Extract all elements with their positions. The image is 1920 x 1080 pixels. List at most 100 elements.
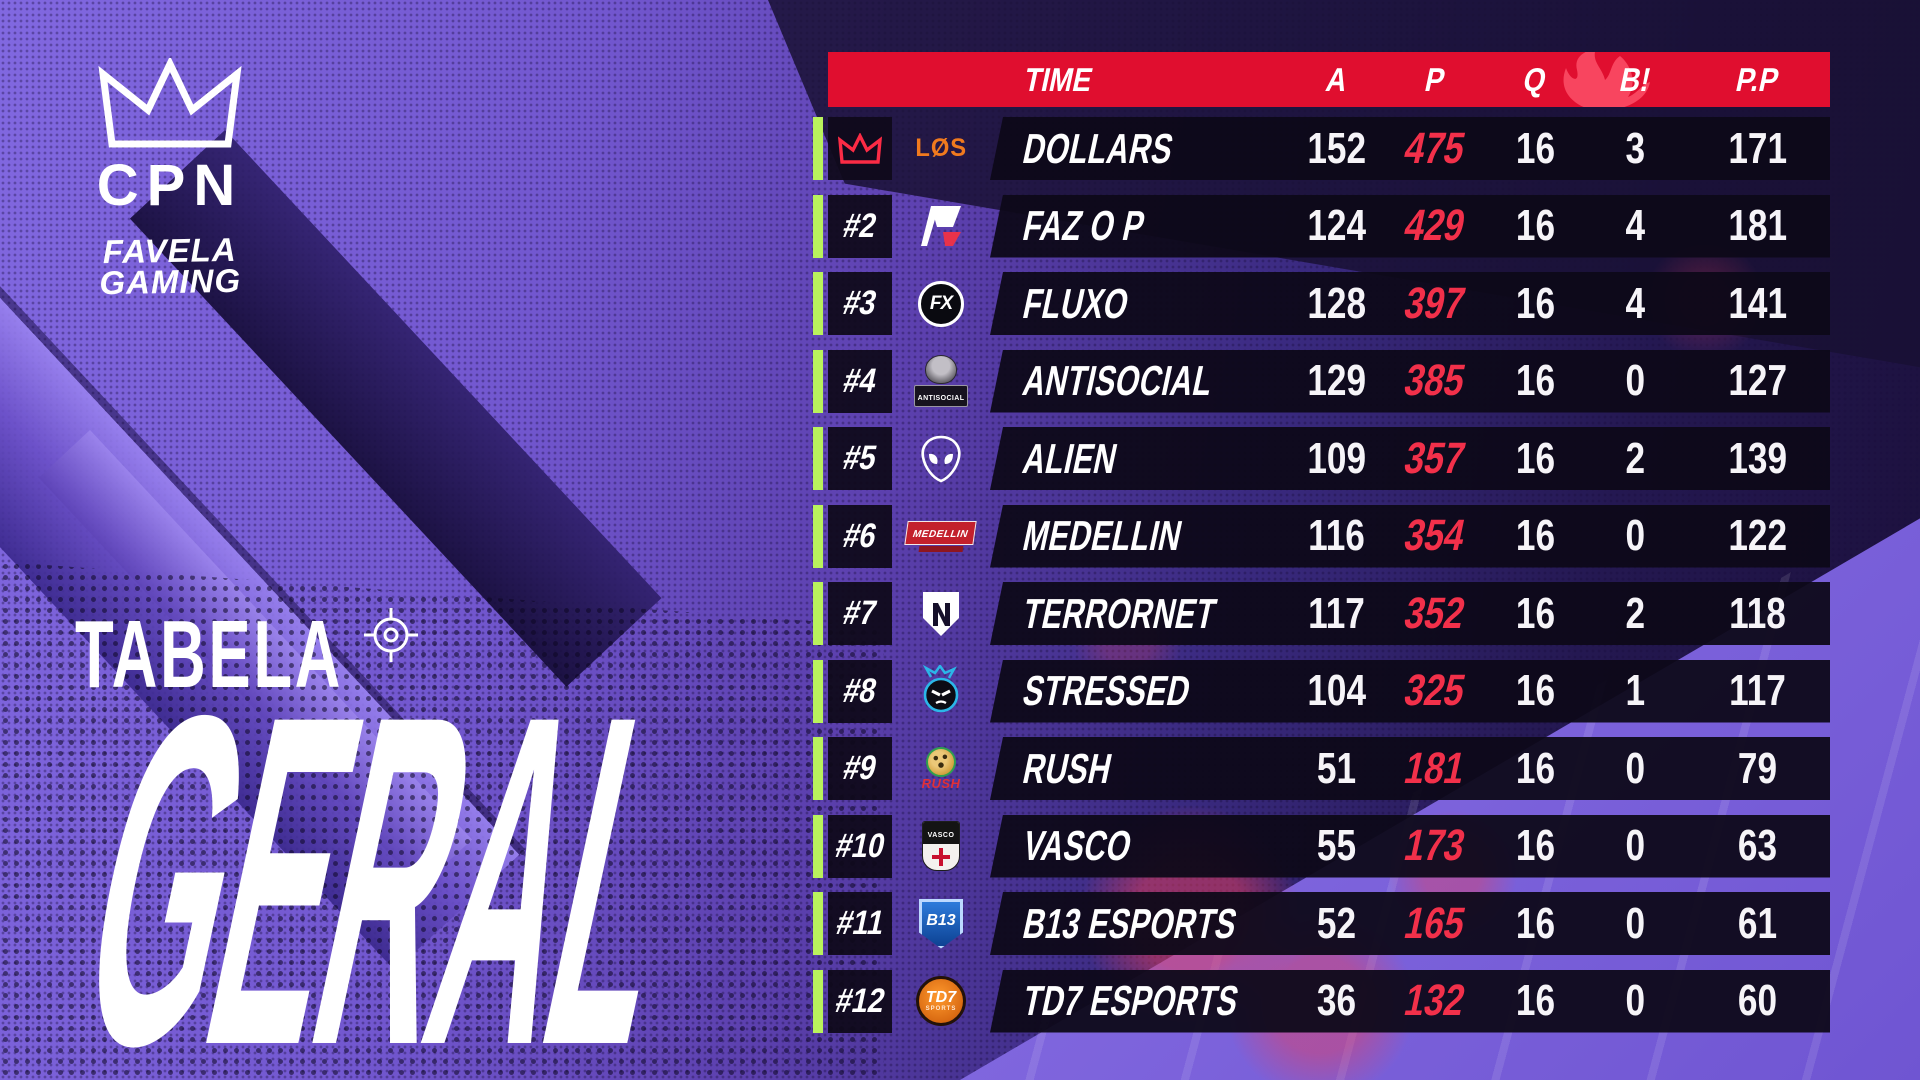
stat-b-cell: 1 xyxy=(1585,660,1685,723)
stat-b-cell: 0 xyxy=(1585,350,1685,413)
stat-a-cell: 55 xyxy=(1288,815,1385,878)
rank-label: #2 xyxy=(839,206,881,245)
stat-q-cell: 16 xyxy=(1485,427,1585,490)
team-name-cell: FAZ O P xyxy=(990,195,1288,258)
rank-cell: #5 xyxy=(828,427,892,490)
team-name-cell: STRESSED xyxy=(990,660,1288,723)
stat-p: 475 xyxy=(1400,123,1470,173)
stat-a: 116 xyxy=(1308,511,1365,560)
rank-label: #11 xyxy=(832,904,888,942)
stat-b: 4 xyxy=(1625,201,1645,250)
table-row: #8 STRESSED 104 325 16 xyxy=(813,659,1830,723)
rank-accent-bar xyxy=(813,427,823,490)
flame-icon xyxy=(1563,52,1650,107)
team-name: MEDELLIN xyxy=(1019,512,1187,559)
rank-label: #5 xyxy=(839,439,881,477)
team-logo xyxy=(892,582,990,645)
stressed-bomb-logo xyxy=(922,665,959,713)
rush-leopard-head xyxy=(926,746,956,777)
stat-a-cell: 128 xyxy=(1288,272,1385,335)
row-bar: ALIEN 109 357 16 2 139 xyxy=(990,427,1830,490)
rush-leopard-logo: RUSH xyxy=(922,746,961,791)
column-header-b: B! xyxy=(1616,60,1654,98)
stat-p: 357 xyxy=(1400,433,1470,483)
stat-b: 0 xyxy=(1625,976,1645,1025)
rank-label: #12 xyxy=(831,981,889,1020)
favela-gaming-logo: FAVELA GAMING xyxy=(59,231,280,302)
stat-p-cell: 352 xyxy=(1385,582,1485,645)
team-name: TERRORNET xyxy=(1019,589,1221,637)
rank-label: #9 xyxy=(839,749,881,787)
stat-q-cell: 16 xyxy=(1485,660,1585,723)
stat-pp-cell: 118 xyxy=(1685,582,1830,645)
stat-p: 385 xyxy=(1400,356,1470,405)
row-bar: FLUXO 128 397 16 4 141 xyxy=(990,272,1830,335)
stat-q: 16 xyxy=(1515,743,1555,793)
rank-accent-bar xyxy=(813,117,823,180)
row-bar: ANTISOCIAL 129 385 16 0 127 xyxy=(990,349,1830,413)
stat-b-cell: 0 xyxy=(1585,892,1685,955)
table-row: #5 ALIEN 109 357 16 2 139 xyxy=(813,427,1830,490)
team-name-cell: B13 ESPORTS xyxy=(990,892,1288,955)
stat-b-cell: 4 xyxy=(1585,272,1685,335)
rank-accent-bar xyxy=(813,272,823,335)
team-name-cell: RUSH xyxy=(990,737,1288,800)
stat-pp-cell: 79 xyxy=(1685,737,1830,800)
rank-label: #3 xyxy=(839,284,881,322)
stat-pp: 181 xyxy=(1728,201,1787,250)
stat-p-cell: 475 xyxy=(1385,117,1485,180)
stat-p-cell: 385 xyxy=(1385,350,1485,413)
stat-p: 352 xyxy=(1400,588,1470,638)
rank-accent-bar xyxy=(813,969,823,1033)
team-name: STRESSED xyxy=(1019,667,1195,714)
stat-q-cell: 16 xyxy=(1485,272,1585,335)
team-logo xyxy=(892,195,990,258)
rank-cell: #4 xyxy=(828,349,892,413)
stat-pp: 139 xyxy=(1728,433,1787,483)
stat-a-cell: 104 xyxy=(1288,660,1385,723)
table-row: #6 MEDELLIN MEDELLIN 116 354 16 0 122 xyxy=(813,504,1830,568)
stat-p: 173 xyxy=(1400,821,1470,870)
stat-b: 2 xyxy=(1625,588,1645,638)
row-bar: STRESSED 104 325 16 1 117 xyxy=(990,659,1830,723)
team-name: DOLLARS xyxy=(1019,124,1178,172)
brand-block: CPN FAVELA GAMING xyxy=(59,58,280,302)
rank-cell: #6 xyxy=(828,504,892,568)
stat-b-cell: 0 xyxy=(1585,970,1685,1033)
td7-badge-logo: TD7 SPORTS xyxy=(916,976,966,1026)
stat-pp: 122 xyxy=(1728,511,1787,560)
favela-line2: GAMING xyxy=(99,262,242,302)
table-row: #11 B13 B13 ESPORTS 52 165 16 0 61 xyxy=(813,892,1830,955)
team-logo: ANTISOCIAL xyxy=(892,350,990,413)
stat-a: 52 xyxy=(1316,898,1357,948)
stat-a: 109 xyxy=(1307,433,1366,483)
stat-b: 0 xyxy=(1625,898,1645,948)
stat-q-cell: 16 xyxy=(1485,737,1585,800)
stat-pp-cell: 61 xyxy=(1685,892,1830,955)
stat-a: 152 xyxy=(1307,123,1366,173)
medellin-ribbon-sub xyxy=(918,545,964,552)
team-logo: MEDELLIN xyxy=(892,505,990,568)
stat-pp: 141 xyxy=(1728,278,1787,328)
stat-a-cell: 117 xyxy=(1288,582,1385,645)
stat-b: 0 xyxy=(1625,743,1645,793)
table-header: TIME A P Q B! P.P xyxy=(828,52,1830,107)
stat-q-cell: 16 xyxy=(1485,892,1585,955)
stat-q: 16 xyxy=(1515,821,1555,870)
team-logo: RUSH xyxy=(892,737,990,800)
team-name: RUSH xyxy=(1019,744,1117,792)
crosshair-icon xyxy=(364,608,418,662)
rank-label: #8 xyxy=(839,671,881,710)
stat-b: 0 xyxy=(1625,356,1645,405)
vasco-red-cross xyxy=(932,848,950,866)
org-name: CPN xyxy=(96,153,244,218)
table-row: #7 TERRORNET 117 352 16 2 118 xyxy=(813,582,1830,645)
team-name-cell: TD7 ESPORTS xyxy=(990,970,1288,1033)
table-rows: LØS DOLLARS 152 475 16 3 171 #2 xyxy=(813,117,1830,1033)
stat-a: 104 xyxy=(1307,666,1366,715)
rank-accent-bar xyxy=(813,504,823,568)
stat-pp-cell: 127 xyxy=(1685,350,1830,413)
team-name-cell: MEDELLIN xyxy=(990,505,1288,568)
team-name-cell: VASCO xyxy=(990,815,1288,878)
rank-label: #7 xyxy=(839,594,881,632)
